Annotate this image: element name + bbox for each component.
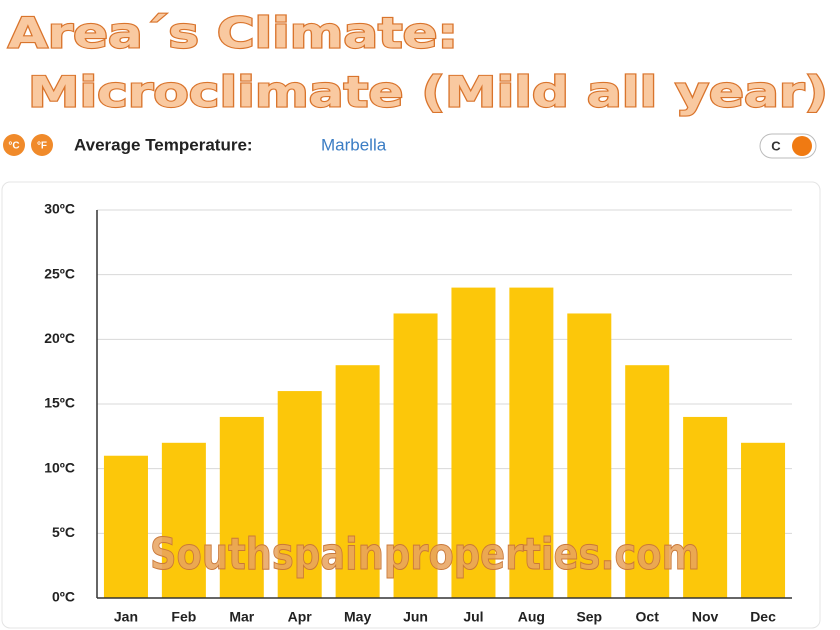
unit-f-button[interactable] xyxy=(31,134,53,156)
bar xyxy=(335,365,380,598)
location-link[interactable]: Marbella xyxy=(321,135,387,154)
y-tick-label: 10ºC xyxy=(44,459,75,475)
bar xyxy=(277,391,322,598)
bar xyxy=(567,313,612,598)
unit-c[interactable]: °C xyxy=(8,141,19,152)
unit-f[interactable]: °F xyxy=(37,141,47,152)
bar xyxy=(393,313,438,598)
toggle-knob[interactable] xyxy=(792,136,812,156)
x-tick-label: Jun xyxy=(403,609,428,625)
x-tick-label: Jul xyxy=(463,609,483,625)
y-tick-label: 25ºC xyxy=(44,265,75,281)
bar xyxy=(509,287,554,598)
unit-c-button[interactable] xyxy=(3,134,25,156)
x-tick-label: Oct xyxy=(636,609,660,625)
x-tick-label: Feb xyxy=(171,609,196,625)
bar xyxy=(683,416,728,598)
bar xyxy=(741,442,786,598)
bar xyxy=(161,442,206,598)
x-tick-label: Mar xyxy=(229,609,254,625)
y-tick-label: 0ºC xyxy=(52,589,75,605)
bar xyxy=(103,455,148,598)
x-tick-label: Jan xyxy=(114,609,138,625)
y-tick-label: 30ºC xyxy=(44,201,75,217)
watermark: Southspainproperties.com xyxy=(150,529,700,580)
y-tick-label: 15ºC xyxy=(44,395,75,411)
x-tick-label: May xyxy=(344,609,371,625)
y-tick-label: 5ºC xyxy=(52,524,75,540)
bar xyxy=(451,287,496,598)
toolbar-label: Average Temperature: xyxy=(74,135,253,154)
x-tick-label: Nov xyxy=(692,609,719,625)
title-line2: Microclimate (Mild all year) xyxy=(28,68,828,117)
title-line1: Area´s Climate: xyxy=(8,9,458,58)
chart: 0ºC 5ºC 10ºC 15ºC 20ºC 25ºC 30ºC Jan Feb Mar Apr Ma… xyxy=(44,201,792,625)
toggle-label[interactable]: C xyxy=(771,138,781,153)
y-tick-label: 20ºC xyxy=(44,330,75,346)
x-tick-label: Sep xyxy=(576,609,602,625)
x-tick-label: Apr xyxy=(288,609,313,625)
bar xyxy=(219,416,264,598)
bar xyxy=(625,365,670,598)
x-tick-label: Aug xyxy=(518,609,545,625)
x-tick-label: Dec xyxy=(750,609,776,625)
